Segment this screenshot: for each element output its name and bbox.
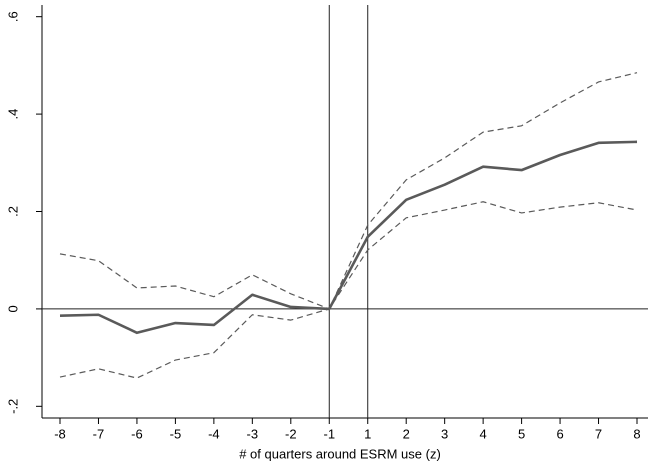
x-tick-label: 4 <box>480 426 487 441</box>
x-tick-label: -8 <box>54 426 66 441</box>
x-tick-label: 3 <box>441 426 448 441</box>
x-tick-label: -7 <box>93 426 105 441</box>
x-axis-label: # of quarters around ESRM use (z) <box>239 446 441 461</box>
x-tick-label: -3 <box>247 426 259 441</box>
x-tick-label: -6 <box>131 426 143 441</box>
y-tick-label: .2 <box>5 206 20 217</box>
y-tick-label: .6 <box>5 11 20 22</box>
x-tick-label: -2 <box>285 426 297 441</box>
x-tick-label: 8 <box>633 426 640 441</box>
series-line <box>59 201 638 379</box>
y-tick-label: -.2 <box>5 399 20 414</box>
y-tick-label: 0 <box>5 305 20 312</box>
x-tick-label: 6 <box>556 426 563 441</box>
x-tick-label: 2 <box>403 426 410 441</box>
series-line <box>59 72 638 310</box>
y-tick-label: .4 <box>5 109 20 120</box>
x-tick-label: -4 <box>208 426 220 441</box>
x-tick-label: 1 <box>364 426 371 441</box>
x-tick-label: 5 <box>518 426 525 441</box>
x-tick-label: -1 <box>323 426 335 441</box>
x-tick-label: 7 <box>595 426 602 441</box>
x-tick-label: -5 <box>170 426 182 441</box>
series-line <box>59 140 638 335</box>
